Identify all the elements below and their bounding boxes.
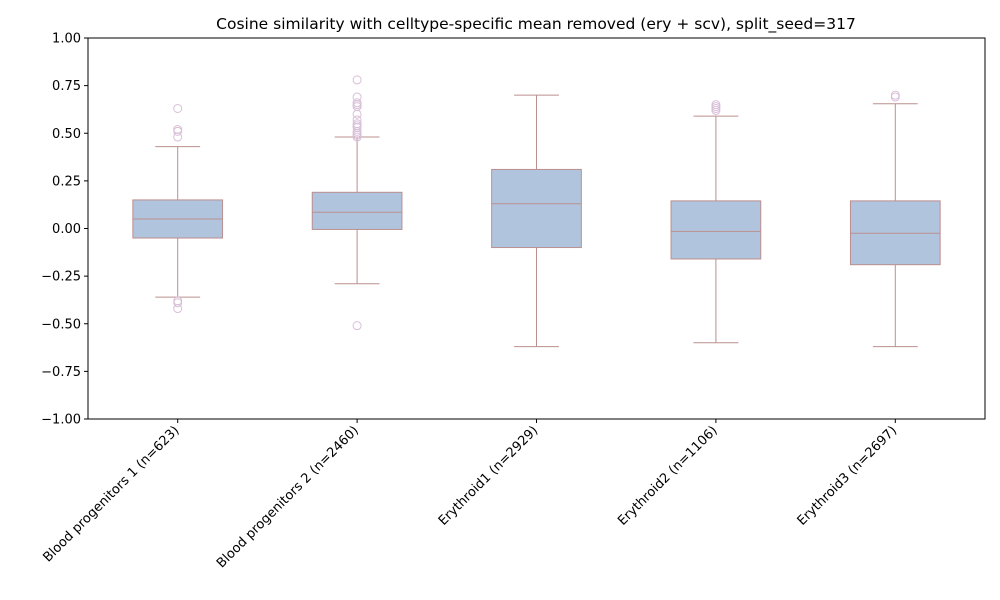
y-tick-label: −0.50 — [41, 317, 81, 332]
outlier-point — [890, 92, 900, 102]
y-tick-label: 0.75 — [52, 79, 81, 94]
x-tick-label: Erythroid2 (n=1106) — [615, 423, 721, 529]
plot-area — [132, 75, 941, 348]
outlier-point — [173, 296, 183, 306]
box-group — [491, 94, 582, 348]
chart-title: Cosine similarity with celltype-specific… — [216, 15, 856, 34]
box-iqr — [670, 200, 762, 260]
outlier-point — [890, 90, 900, 100]
plot-frame — [87, 37, 986, 420]
box-group — [311, 75, 403, 331]
outlier-point — [173, 132, 183, 142]
y-axis: −1.00 −0.75 −0.50 −0.25 0.00 0.25 0.50 0.75 1.00 — [41, 32, 88, 428]
x-tick-label: Blood progenitors 1 (n=623) — [40, 423, 182, 565]
outlier-point — [173, 103, 183, 113]
x-tick-label: Erythroid3 (n=2697) — [795, 423, 901, 529]
box-group — [132, 103, 224, 314]
outlier-point — [352, 100, 362, 110]
outlier-point — [352, 109, 362, 119]
box-iqr — [491, 168, 582, 249]
y-tick-label: 0.50 — [52, 127, 81, 142]
x-tick-label: Blood progenitors 2 (n=2460) — [214, 423, 362, 571]
outlier-point — [173, 304, 183, 314]
outlier-point — [352, 321, 362, 331]
y-tick-label: 1.00 — [52, 32, 81, 47]
box-group — [849, 90, 941, 348]
y-tick-label: 0.00 — [52, 222, 81, 237]
outlier-point — [173, 126, 183, 136]
box-group — [670, 100, 762, 344]
y-tick-label: −1.00 — [41, 413, 81, 428]
outlier-point — [352, 132, 362, 142]
outlier-point — [352, 75, 362, 85]
box-iqr — [311, 191, 403, 230]
x-tick-label: Erythroid1 (n=2929) — [436, 423, 542, 529]
y-tick-label: −0.25 — [41, 270, 81, 285]
outlier-point — [711, 105, 721, 115]
x-axis: Blood progenitors 1 (n=623) Blood progeni… — [40, 419, 900, 571]
y-tick-label: −0.75 — [41, 365, 81, 380]
y-tick-label: 0.25 — [52, 174, 81, 189]
outlier-point — [173, 298, 183, 308]
outlier-point — [173, 124, 183, 134]
